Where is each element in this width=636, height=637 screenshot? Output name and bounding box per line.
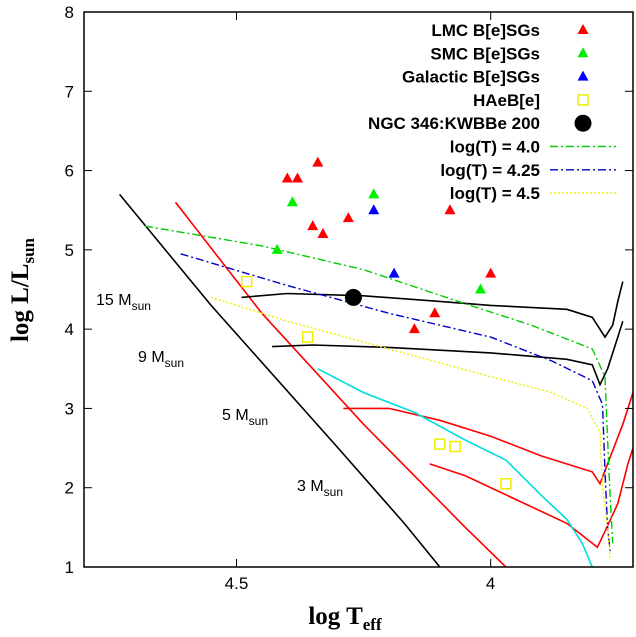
isotherm-line-1 [180,253,611,552]
legend-label-3: HAeB[e] [473,91,540,110]
legend-swatch-1 [577,47,589,58]
evolution-track-1 [272,320,624,387]
data-point-3-4 [500,478,512,490]
legend-swatch-0 [577,24,589,34]
data-point-2-1 [388,267,400,278]
evolution-track-4 [317,368,594,567]
data-point-3-3 [449,440,461,453]
data-point-0-6 [444,204,456,215]
track-label-main-0: 15 M [96,292,132,309]
svg-text:log L/Lsun: log L/Lsun [7,237,38,342]
data-point-1-2 [368,188,380,199]
track-label-sub-2: sun [249,414,268,428]
legend-swatch-3 [577,94,589,106]
y-tick-label-1: 2 [65,479,74,498]
legend-label-0: LMC B[e]SGs [431,21,540,40]
data-point-0-8 [429,307,441,318]
data-point-3-0 [240,275,253,288]
legend-swatch-4 [574,114,592,132]
x-tick-label-0: 4.5 [225,574,249,593]
data-point-0-1 [292,172,303,183]
data-point-1-1 [271,243,283,254]
plot-frame [83,11,634,568]
legend-label-1: SMC B[e]SGs [430,44,540,63]
y-tick-label-5: 6 [65,162,74,181]
ticks-layer: 1 2 3 4 5 6 7 8 4.5 4 [65,3,633,593]
y-tick-label-4: 5 [65,241,74,260]
legend-label-4: NGC 346:KWBBe 200 [368,114,540,133]
legend-label-7: log(T) = 4.5 [450,184,540,203]
track-label-sub-3: sun [324,485,343,499]
legend: LMC B[e]SGs SMC B[e]SGs Galactic B[e]SGs HA… [368,21,616,203]
y-axis-title: log L/Lsun [7,237,38,342]
data-point-0-0 [281,172,293,183]
evolution-track-2 [343,392,633,486]
data-point-1-0 [286,196,298,207]
track-label-1: 9 Msun [138,349,184,370]
y-tick-label-7: 8 [65,3,74,22]
zams-line-0 [118,193,441,567]
data-point-0-7 [485,267,497,278]
data-point-0-2 [312,156,324,167]
track-label-0: 15 Msun [96,292,151,313]
data-point-0-9 [408,323,420,334]
data-point-0-3 [307,220,319,231]
y-tick-label-6: 7 [65,82,74,101]
evolution-track-3 [429,447,633,549]
x-axis-title-main: log T [308,603,363,630]
track-label-2: 5 Msun [222,407,268,428]
legend-label-6: log(T) = 4.25 [440,161,540,180]
markers-layer [240,156,512,490]
zams-line-1 [174,201,507,567]
y-tick-label-3: 4 [65,320,74,339]
evolution-track-0 [241,281,624,339]
legend-label-2: Galactic B[e]SGs [402,68,540,87]
data-point-4-0 [344,288,362,306]
x-tick-label-1: 4 [486,574,495,593]
track-label-main-1: 9 M [138,349,165,366]
isotherm-line-0 [144,225,614,544]
track-label-sub-1: sun [165,356,184,370]
data-point-2-0 [368,204,380,215]
data-point-3-2 [434,438,446,450]
y-axis-title-main: log L/L [7,264,34,343]
track-label-sub-0: sun [132,299,151,313]
data-point-3-1 [301,331,314,343]
legend-label-5: log(T) = 4.0 [450,138,540,157]
x-axis-title-sub: eff [363,615,382,634]
legend-swatch-2 [577,70,589,81]
data-point-1-3 [475,283,486,294]
data-point-0-4 [317,228,329,238]
track-label-3: 3 Msun [297,478,343,499]
curves-layer [118,193,633,567]
data-point-0-5 [342,212,354,223]
track-label-main-3: 3 M [297,478,324,495]
isotherm-line-2 [210,296,611,560]
y-axis-title-sub: sun [19,237,38,263]
x-axis-title: log Teff [308,603,382,634]
y-tick-label-2: 3 [65,399,74,418]
track-label-main-2: 5 M [222,407,249,424]
y-tick-label-0: 1 [65,558,74,577]
